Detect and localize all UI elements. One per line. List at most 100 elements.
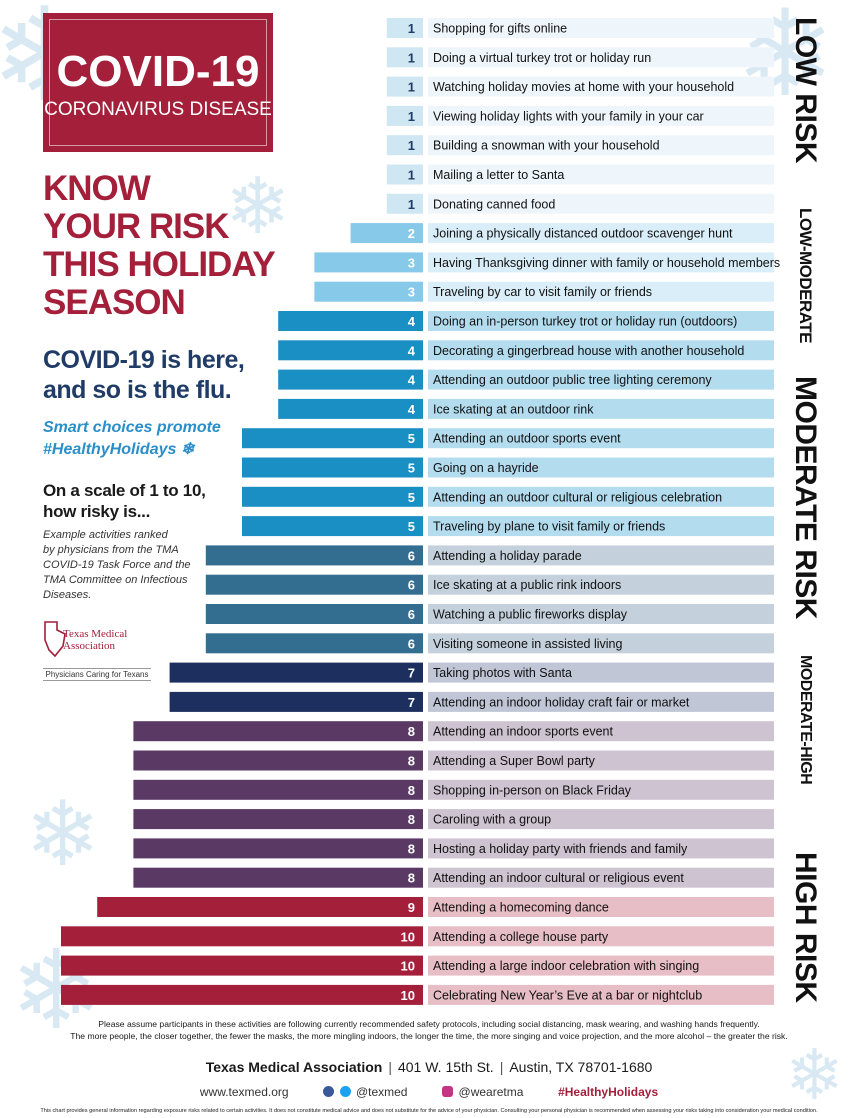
- risk-score-label: 8: [408, 841, 415, 856]
- risk-bar: [278, 340, 423, 361]
- activity-band: [428, 633, 774, 654]
- activity-label: Shopping for gifts online: [433, 22, 567, 36]
- activity-band: [428, 691, 774, 712]
- note-line: by physicians from the TMA: [43, 544, 179, 556]
- activity-label: Shopping in-person on Black Friday: [433, 783, 632, 797]
- risk-score-label: 10: [401, 988, 415, 1003]
- risk-score-label: 10: [401, 959, 415, 974]
- risk-bar: [133, 867, 423, 888]
- smart-choices: Smart choices promote #HealthyHolidays ❄: [43, 417, 233, 461]
- activity-band: [428, 457, 774, 478]
- disclaimer: This chart provides general information …: [40, 1108, 818, 1114]
- logo-name: Texas Medical Association: [63, 628, 127, 652]
- risk-label-text: HIGH RISK: [789, 852, 822, 1003]
- risk-score-label: 1: [408, 197, 415, 212]
- logo-tagline: Physicians Caring for Texans: [43, 668, 151, 681]
- risk-score-label: 1: [408, 21, 415, 36]
- risk-bar: [386, 193, 423, 214]
- activity-band: [428, 897, 774, 917]
- risk-bar: [314, 281, 423, 302]
- activity-label: Attending an outdoor public tree lightin…: [433, 373, 712, 387]
- activity-band: [428, 252, 774, 273]
- snowflake-decoration-icon: ❄: [25, 782, 101, 887]
- risk-bar: [242, 486, 423, 507]
- divider: |: [388, 1059, 392, 1075]
- note-line: Example activities ranked: [43, 529, 168, 541]
- risk-score-label: 3: [408, 255, 415, 270]
- activity-label: Having Thanksgiving dinner with family o…: [433, 256, 780, 270]
- risk-label-high: HIGH RISK: [775, 850, 835, 1005]
- activity-label: Hosting a holiday party with friends and…: [433, 842, 688, 856]
- activity-label: Attending a homecoming dance: [433, 901, 609, 915]
- activity-band: [428, 838, 774, 859]
- risk-score-label: 5: [408, 461, 415, 476]
- tma-logo: Texas Medical Association Physicians Car…: [43, 620, 153, 682]
- smart-hashtag: #HealthyHolidays ❄: [43, 441, 195, 458]
- activity-band: [428, 135, 774, 156]
- activity-label: Building a snowman with your household: [433, 139, 660, 153]
- activity-label: Traveling by plane to visit family or fr…: [433, 520, 665, 534]
- twitter-icon[interactable]: [339, 1086, 351, 1097]
- scale-line: On a scale of 1 to 10,: [43, 481, 206, 500]
- risk-score-label: 7: [408, 695, 415, 710]
- risk-bar: [133, 838, 423, 859]
- activity-band: [428, 604, 774, 624]
- logo-name-line: Association: [63, 640, 115, 652]
- risk-bar: [133, 779, 423, 800]
- instagram-icon[interactable]: [442, 1086, 454, 1097]
- activity-label: Mailing a letter to Santa: [433, 168, 564, 182]
- activity-band: [428, 340, 774, 361]
- activity-label: Doing a virtual turkey trot or holiday r…: [433, 51, 651, 65]
- badge-title: COVID-19: [56, 47, 260, 96]
- activity-band: [428, 721, 774, 742]
- texas-star-logo-icon: [44, 621, 66, 658]
- website-link[interactable]: www.texmed.org: [199, 1085, 289, 1099]
- risk-bar: [97, 897, 423, 917]
- risk-score-label: 9: [408, 900, 415, 915]
- risk-bar: [133, 809, 423, 830]
- activity-label: Doing an in-person turkey trot or holida…: [433, 315, 737, 329]
- activity-band: [428, 18, 774, 38]
- risk-bar: [169, 691, 423, 712]
- activity-band: [428, 516, 774, 537]
- activity-label: Going on a hayride: [433, 461, 539, 475]
- activity-band: [428, 105, 774, 126]
- facebook-icon[interactable]: [323, 1086, 335, 1097]
- risk-score-label: 3: [408, 285, 415, 300]
- intro-line: and so is the flu.: [43, 376, 232, 404]
- activity-label: Attending a college house party: [433, 930, 609, 944]
- risk-score-label: 1: [408, 109, 415, 124]
- twitter-handle[interactable]: @texmed: [355, 1085, 408, 1099]
- activity-label: Viewing holiday lights with your family …: [433, 109, 704, 123]
- city-address: Austin, TX 78701-1680: [509, 1059, 653, 1075]
- covid-badge: COVID-19 CORONAVIRUS DISEASE: [43, 13, 273, 152]
- activity-band: [428, 779, 774, 800]
- badge-frame: [49, 19, 267, 146]
- divider: |: [499, 1059, 504, 1075]
- activity-band: [428, 809, 774, 830]
- activity-label: Visiting someone in assisted living: [433, 637, 623, 651]
- activity-band: [428, 76, 774, 97]
- activity-label: Attending an indoor holiday craft fair o…: [433, 695, 690, 709]
- activity-label: Watching a public fireworks display: [433, 608, 628, 622]
- footnote-line: The more people, the closer together, th…: [70, 1031, 788, 1041]
- risk-score-label: 6: [408, 548, 415, 563]
- risk-score-label: 2: [408, 226, 415, 241]
- instagram-handle[interactable]: @wearetma: [458, 1085, 524, 1099]
- risk-score-label: 6: [408, 607, 415, 622]
- risk-bar: [350, 223, 423, 244]
- footnote: Please assume participants in these acti…: [0, 1018, 858, 1042]
- risk-bar-chart: 1 Shopping for gifts online 1 Doing a virtu…: [61, 18, 780, 1005]
- activity-label: Watching holiday movies at home with you…: [433, 80, 734, 94]
- risk-bar: [61, 955, 423, 976]
- activity-label: Attending a holiday parade: [433, 549, 582, 563]
- activity-band: [428, 984, 774, 1005]
- risk-score-label: 4: [408, 402, 416, 417]
- risk-score-label: 10: [401, 929, 415, 944]
- risk-label-text: MODERATE-HIGH: [797, 655, 814, 785]
- risk-score-label: 7: [408, 666, 415, 681]
- note-line: COVID-19 Task Force and the: [43, 559, 191, 571]
- risk-score-label: 1: [408, 50, 415, 65]
- footnote-line: Please assume participants in these acti…: [98, 1019, 760, 1029]
- risk-score-label: 8: [408, 871, 415, 886]
